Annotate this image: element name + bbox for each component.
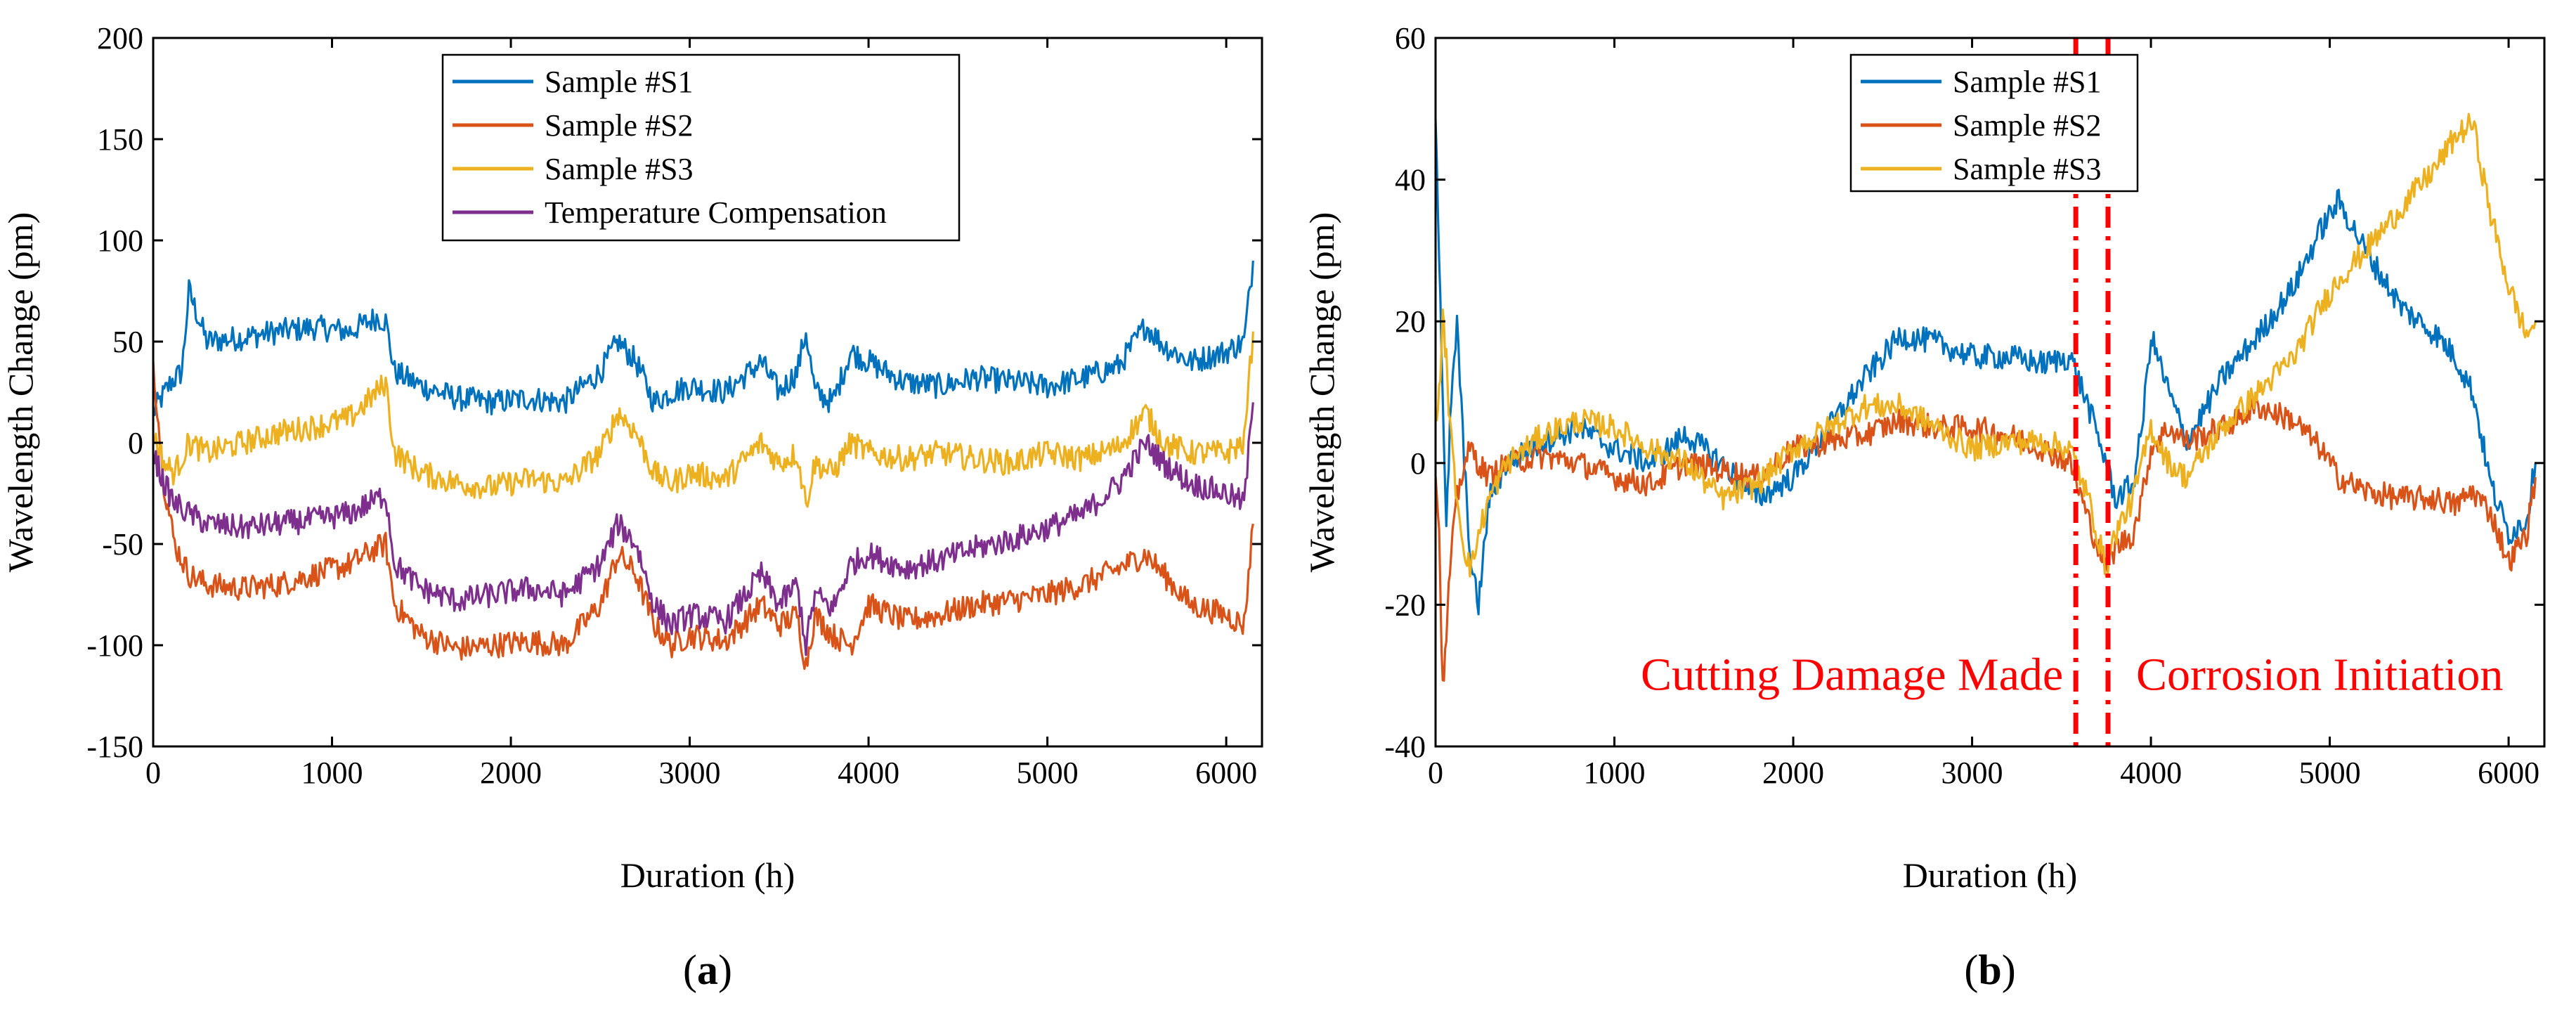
y-tick-label: 0 — [128, 426, 143, 460]
plot-frame — [1434, 37, 2546, 748]
series-line-sample-s1 — [1436, 119, 2537, 616]
x-tick-label: 6000 — [2478, 756, 2539, 790]
x-tick-label: 2000 — [480, 756, 542, 790]
plot-frame — [152, 37, 1263, 748]
x-tick-label: 2000 — [1762, 756, 1824, 790]
x-tick-label: 3000 — [659, 756, 721, 790]
y-tick-label: 100 — [97, 224, 143, 258]
y-axis-label: Wavelength Change (pm) — [1302, 212, 1341, 572]
series-line-temperature-compensation — [153, 402, 1254, 656]
x-tick-label: 4000 — [2120, 756, 2182, 790]
legend-entry: Sample #S2 — [1953, 108, 2101, 143]
chart-panel-b: 0 1000 2000 3000 4000 5000 6000 -40 -20 0 20 40 60 Du… — [1302, 21, 2546, 993]
x-tick-label: 5000 — [1017, 756, 1079, 790]
y-tick-label: -150 — [86, 730, 143, 764]
y-tick-label: 60 — [1395, 21, 1426, 56]
series-line-sample-s1 — [153, 260, 1254, 417]
y-tick-label: 40 — [1395, 163, 1426, 198]
x-tick-label: 6000 — [1195, 756, 1257, 790]
y-tick-label: 0 — [1410, 446, 1426, 481]
y-tick-label: -100 — [86, 628, 143, 663]
x-tick-label: 0 — [145, 756, 161, 790]
series-line-sample-s2 — [153, 361, 1254, 671]
x-tick-label: 1000 — [301, 756, 363, 790]
series-line-sample-s3 — [1436, 112, 2537, 578]
y-tick-label: 50 — [112, 325, 143, 359]
x-tick-label: 4000 — [838, 756, 899, 790]
x-axis-label: Duration (h) — [620, 855, 795, 895]
series-line-sample-s3 — [153, 331, 1254, 508]
legend-entry: Sample #S1 — [545, 65, 693, 99]
annotation-cutting-damage: Cutting Damage Made — [1641, 649, 2063, 700]
chart-panel-a: 0 1000 2000 3000 4000 5000 6000 -150 -100 -50 0 50 1… — [1, 21, 1263, 993]
x-axis-label: Duration (h) — [1903, 855, 2078, 895]
legend: Sample #S1 Sample #S2 Sample #S3 — [1849, 53, 2139, 193]
x-tick-label: 3000 — [1941, 756, 2003, 790]
legend-entry: Sample #S3 — [545, 152, 693, 186]
legend-entry: Temperature Compensation — [545, 195, 887, 230]
y-axis-label: Wavelength Change (pm) — [1, 212, 40, 572]
y-tick-label: -20 — [1384, 588, 1426, 622]
y-tick-label: 20 — [1395, 304, 1426, 339]
y-tick-label: 150 — [97, 122, 143, 157]
y-tick-label: -50 — [102, 527, 143, 562]
series-line-sample-s2 — [1436, 397, 2537, 682]
series-group — [1436, 112, 2537, 682]
x-tick-label: 0 — [1428, 756, 1443, 790]
x-tick-label: 5000 — [2299, 756, 2361, 790]
legend-entry: Sample #S1 — [1953, 65, 2101, 99]
legend-entry: Sample #S3 — [1953, 152, 2101, 186]
legend-box — [441, 53, 961, 242]
y-tick-label: 200 — [97, 21, 143, 56]
panel-label: (b) — [1964, 947, 2015, 993]
annotation-corrosion-initiation: Corrosion Initiation — [2136, 649, 2503, 700]
series-group — [153, 260, 1254, 671]
x-tick-label: 1000 — [1584, 756, 1646, 790]
legend: Sample #S1 Sample #S2 Sample #S3 Temperatur… — [441, 53, 961, 242]
panel-label: (a) — [683, 947, 732, 993]
y-tick-label: -40 — [1384, 730, 1426, 764]
legend-entry: Sample #S2 — [545, 108, 693, 143]
